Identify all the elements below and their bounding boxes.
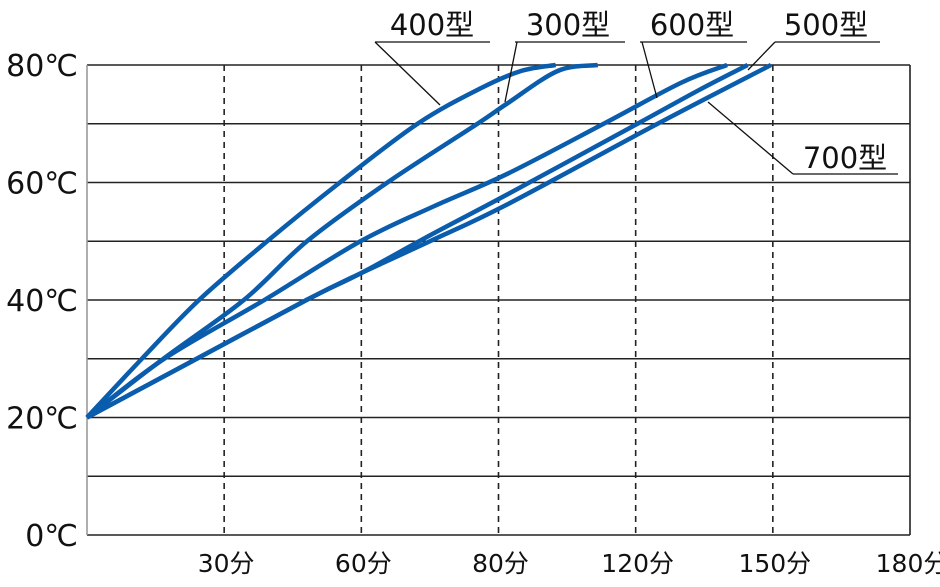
grid xyxy=(86,64,911,536)
x-tick-label: 180分 xyxy=(876,549,940,578)
series-label: 300型 xyxy=(526,8,610,42)
x-axis-ticks: 30分 60分 80分 120分 150分 180分 xyxy=(198,549,940,578)
y-tick-label: 0℃ xyxy=(25,519,78,554)
label-leader-line xyxy=(374,41,441,106)
x-tick-label: 60分 xyxy=(335,549,392,578)
label-leader-line xyxy=(641,41,658,99)
series-label: 600型 xyxy=(650,8,734,42)
y-tick-label: 80℃ xyxy=(6,49,78,84)
series-label: 500型 xyxy=(784,8,868,42)
y-tick-label: 20℃ xyxy=(6,402,78,437)
series-lines xyxy=(85,62,773,420)
label-leader-line xyxy=(707,101,794,175)
series-line xyxy=(85,63,773,420)
y-axis-ticks: 80℃ 60℃ 40℃ 20℃ 0℃ xyxy=(6,49,78,554)
series-line xyxy=(85,62,728,420)
x-tick-label: 120分 xyxy=(601,549,674,578)
y-tick-label: 40℃ xyxy=(6,284,78,319)
x-tick-label: 30分 xyxy=(198,549,255,578)
x-tick-label: 80分 xyxy=(472,549,529,578)
label-leaders: 400型 300型 600型 500型 700型 xyxy=(374,8,898,175)
label-leader-line xyxy=(747,41,776,71)
y-tick-label: 60℃ xyxy=(6,167,78,202)
series-label: 400型 xyxy=(390,8,474,42)
series-line xyxy=(85,62,557,420)
x-tick-label: 150分 xyxy=(738,549,811,578)
series-label: 700型 xyxy=(803,141,887,175)
label-leader-line xyxy=(504,41,518,103)
